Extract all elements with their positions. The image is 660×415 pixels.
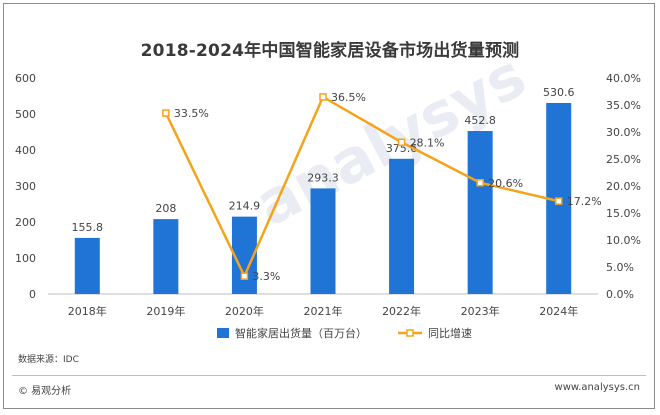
y-right-tick-label: 40.0% bbox=[606, 72, 641, 85]
line-value-label: 3.3% bbox=[252, 270, 280, 283]
x-tick-label: 2020年 bbox=[225, 304, 264, 318]
bar bbox=[310, 188, 336, 294]
line-value-label: 33.5% bbox=[174, 107, 209, 120]
line-point bbox=[162, 109, 170, 117]
y-left-tick-label: 0 bbox=[29, 288, 36, 301]
y-right-tick-label: 5.0% bbox=[606, 261, 634, 274]
line-value-label: 20.6% bbox=[488, 177, 523, 190]
bar-value-label: 155.8 bbox=[72, 221, 104, 234]
y-left-tick-label: 600 bbox=[15, 72, 36, 85]
bar-value-label: 208 bbox=[155, 202, 176, 215]
footer-divider bbox=[12, 375, 646, 376]
line-value-label: 17.2% bbox=[567, 195, 602, 208]
y-left-tick-label: 300 bbox=[15, 180, 36, 193]
y-left-tick-label: 100 bbox=[15, 252, 36, 265]
brand-label: © 易观分析 bbox=[18, 386, 72, 397]
line-point bbox=[397, 138, 406, 147]
y-left-tick-label: 400 bbox=[15, 144, 36, 157]
y-right-tick-label: 20.0% bbox=[606, 180, 641, 193]
x-tick-label: 2018年 bbox=[68, 304, 107, 318]
bar-value-label: 530.6 bbox=[543, 86, 575, 99]
bar-value-label: 214.9 bbox=[229, 200, 261, 213]
x-tick-label: 2019年 bbox=[146, 304, 185, 318]
line-point bbox=[554, 197, 563, 205]
y-right-tick-label: 30.0% bbox=[606, 126, 641, 139]
y-right-tick-label: 10.0% bbox=[606, 234, 641, 247]
bar bbox=[389, 158, 415, 294]
bar bbox=[467, 130, 493, 294]
line-value-label: 36.5% bbox=[331, 91, 366, 104]
x-tick-label: 2021年 bbox=[304, 304, 343, 318]
bar bbox=[74, 237, 100, 294]
x-tick-label: 2022年 bbox=[382, 304, 421, 318]
y-left-tick-label: 200 bbox=[15, 216, 36, 229]
bar bbox=[153, 219, 179, 294]
legend-bar-swatch bbox=[217, 328, 229, 338]
source-note: 数据来源：IDC bbox=[18, 355, 79, 365]
x-tick-label: 2023年 bbox=[461, 304, 500, 318]
website-label: www.analysys.cn bbox=[554, 382, 640, 393]
growth-line bbox=[164, 95, 559, 278]
chart-title: 2018-2024年中国智能家居设备市场出货量预测 bbox=[140, 41, 520, 61]
legend-line-label: 同比增速 bbox=[428, 326, 472, 340]
bar-value-label: 452.8 bbox=[464, 114, 496, 127]
y-right-tick-label: 35.0% bbox=[606, 99, 641, 112]
line-point bbox=[240, 272, 249, 280]
legend-line-marker bbox=[406, 329, 414, 337]
bar-value-label: 293.3 bbox=[307, 171, 339, 184]
line-value-label: 28.1% bbox=[410, 136, 445, 149]
y-right-tick-label: 0.0% bbox=[606, 288, 634, 301]
line-point bbox=[476, 179, 484, 187]
y-right-tick-label: 25.0% bbox=[606, 153, 641, 166]
y-right-tick-label: 15.0% bbox=[606, 207, 641, 220]
y-left-tick-label: 500 bbox=[15, 108, 36, 121]
line-point bbox=[319, 93, 327, 101]
x-tick-label: 2024年 bbox=[539, 304, 578, 318]
legend-bar-label: 智能家居出货量（百万台） bbox=[235, 326, 367, 340]
